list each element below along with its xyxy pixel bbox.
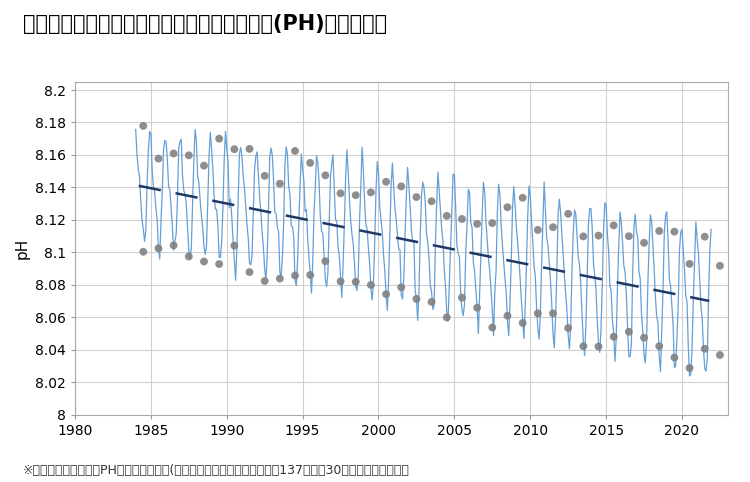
Point (213, 260, 225, 268)
Point (228, 145, 240, 153)
Point (471, 304, 483, 311)
Point (608, 222, 619, 229)
Point (259, 277, 271, 285)
Point (320, 257, 332, 265)
Point (547, 309, 559, 317)
Point (350, 278, 361, 286)
Point (425, 298, 437, 306)
Point (259, 172, 271, 180)
Point (198, 258, 210, 266)
Point (714, 351, 726, 359)
Point (638, 334, 650, 342)
Point (334, 278, 346, 285)
Point (714, 262, 726, 269)
Point (274, 180, 286, 187)
Point (183, 151, 195, 159)
Point (152, 155, 164, 162)
Point (456, 215, 468, 223)
Point (289, 272, 301, 280)
Point (592, 232, 604, 240)
Point (137, 122, 149, 130)
Point (502, 312, 514, 320)
Point (668, 228, 680, 236)
Point (152, 244, 164, 252)
Point (213, 135, 225, 143)
Point (380, 178, 392, 186)
Point (517, 319, 529, 327)
Point (410, 295, 422, 303)
Point (683, 364, 695, 372)
Point (441, 314, 453, 321)
Point (683, 260, 695, 268)
Point (699, 233, 711, 241)
Point (653, 342, 665, 350)
Point (441, 212, 453, 220)
Point (304, 271, 316, 279)
Point (365, 281, 377, 289)
Point (410, 193, 422, 201)
Point (486, 219, 498, 227)
Point (304, 159, 316, 167)
Point (592, 343, 604, 350)
Point (699, 345, 711, 353)
Point (365, 188, 377, 196)
Point (578, 342, 590, 350)
Point (380, 290, 392, 298)
Point (638, 239, 650, 247)
Point (350, 191, 361, 199)
Point (668, 354, 680, 362)
Point (622, 232, 634, 240)
Point (244, 145, 256, 153)
Point (502, 203, 514, 211)
Point (471, 220, 483, 228)
Point (622, 328, 634, 335)
Text: 日本近海の表面海水中の水素イオン濃度指数(PH)の長期変化: 日本近海の表面海水中の水素イオン濃度指数(PH)の長期変化 (22, 14, 387, 34)
Point (608, 333, 619, 341)
Point (562, 324, 574, 332)
Point (653, 227, 665, 235)
Y-axis label: pH: pH (14, 238, 29, 259)
Point (517, 194, 529, 201)
Point (168, 149, 180, 157)
Point (395, 283, 407, 291)
Point (425, 197, 437, 205)
Point (274, 275, 286, 282)
Point (486, 324, 498, 332)
Point (532, 226, 544, 234)
Point (334, 189, 346, 197)
Point (244, 268, 256, 276)
Point (562, 210, 574, 218)
Point (547, 223, 559, 231)
Point (137, 248, 149, 255)
Point (198, 162, 210, 170)
Point (395, 183, 407, 190)
Text: ※出典　表面海水中のPHの長期変化傾向(北西太平洋）（気象庁）の東経137度北緯30度のデータから作成: ※出典 表面海水中のPHの長期変化傾向(北西太平洋）（気象庁）の東経137度北緯… (22, 464, 410, 477)
Point (228, 242, 240, 250)
Point (168, 241, 180, 249)
Point (320, 172, 332, 179)
Point (289, 147, 301, 155)
Point (578, 232, 590, 240)
Point (532, 309, 544, 317)
Point (456, 294, 468, 302)
Point (183, 253, 195, 260)
